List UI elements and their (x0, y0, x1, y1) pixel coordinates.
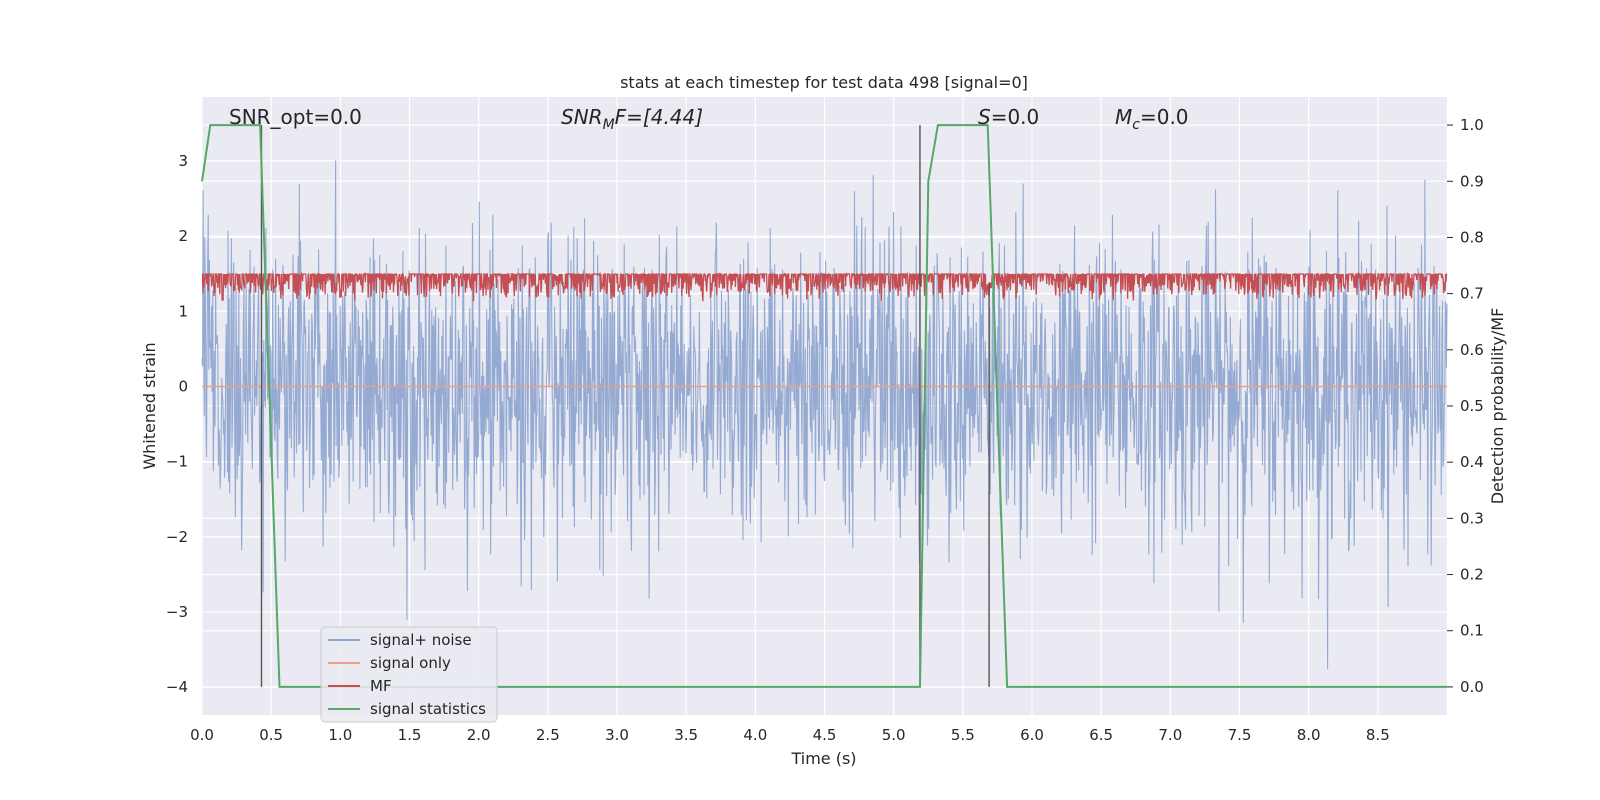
x-tick-label: 4.0 (743, 726, 767, 744)
vertical-markers (260, 125, 990, 687)
y2-tick-label: 0.5 (1460, 397, 1484, 415)
annotation-snr-mf: SNRMF=[4.44] (561, 105, 703, 133)
signal-statistics-line (201, 124, 1447, 688)
y2-axis-label: Detection probability/MF (1488, 308, 1507, 505)
y2-tick-label: 0.3 (1460, 509, 1484, 527)
y-tick-label: −2 (166, 528, 188, 546)
y2-tick-label: 0.9 (1460, 172, 1484, 190)
annotation-mc-tail: =0.0 (1140, 105, 1189, 129)
series-signal-statistics (201, 124, 1447, 688)
legend-label-signal-noise: signal+ noise (370, 631, 472, 649)
y2-tick-label: 0.6 (1460, 341, 1484, 359)
x-tick-label: 5.0 (882, 726, 906, 744)
x-tick-label: 6.0 (1020, 726, 1044, 744)
x-axis-label: Time (s) (790, 749, 856, 768)
x-tick-label: 7.5 (1228, 726, 1252, 744)
legend: signal+ noise signal only MF signal stat… (320, 626, 498, 723)
x-tick-label: 8.5 (1366, 726, 1390, 744)
legend-box (320, 626, 498, 723)
x-tick-labels: 0.0 0.5 1.0 1.5 2.0 2.5 3.0 3.5 4.0 4.5 5.0 5.5 6.0 6… (190, 726, 1390, 744)
y-tick-label: −3 (166, 603, 188, 621)
annotation-s: S=0.0 (978, 105, 1039, 129)
x-tick-label: 2.0 (467, 726, 491, 744)
x-tick-label: 5.5 (951, 726, 975, 744)
y-tick-label: 0 (178, 377, 188, 395)
x-tick-label: 0.5 (259, 726, 283, 744)
y-tick-label: 3 (178, 152, 188, 170)
y2-tick-labels: 1.0 0.9 0.8 0.7 0.6 0.5 0.4 0.3 0.2 0.1 0.0 (1447, 116, 1484, 696)
x-tick-label: 1.0 (328, 726, 352, 744)
y-tick-label: −4 (166, 678, 188, 696)
x-tick-label: 8.0 (1297, 726, 1321, 744)
y-axis-label: Whitened strain (140, 342, 159, 469)
annotation-snr-mf-italic: SNR (561, 105, 603, 129)
mf-line (201, 271, 1448, 302)
x-tick-label: 0.0 (190, 726, 214, 744)
y-tick-label: 2 (178, 227, 188, 245)
annotation-s-italic: S (978, 105, 991, 129)
annotation-mc-italic: M (1115, 105, 1132, 129)
y2-tick-label: 0.7 (1460, 285, 1484, 303)
x-tick-label: 6.5 (1089, 726, 1113, 744)
legend-label-mf: MF (370, 677, 392, 695)
annotation-snr-mf-sub: M (603, 117, 615, 133)
x-tick-label: 3.0 (605, 726, 629, 744)
annotation-s-tail: =0.0 (991, 105, 1040, 129)
x-tick-label: 4.5 (813, 726, 837, 744)
y2-tick-label: 0.1 (1460, 622, 1484, 640)
y2-tick-label: 0.4 (1460, 453, 1484, 471)
y2-tick-label: 0.0 (1460, 678, 1484, 696)
x-tick-label: 7.0 (1158, 726, 1182, 744)
signal-noise-line (201, 160, 1448, 670)
y-tick-labels: 3 2 1 0 −1 −2 −3 −4 (166, 152, 188, 696)
annotation-snr-mf-tail: F=[4.44] (615, 105, 703, 129)
chart-title: stats at each timestep for test data 498… (620, 73, 1028, 92)
y-tick-label: 1 (178, 302, 188, 320)
y2-tick-label: 0.2 (1460, 566, 1484, 584)
annotation-snr-opt: SNR_opt=0.0 (229, 105, 362, 129)
y-tick-label: −1 (166, 453, 188, 471)
series-signal-noise (201, 160, 1448, 670)
legend-label-signal-only: signal only (370, 654, 451, 672)
series-mf (201, 271, 1448, 302)
annotation-mc: Mc=0.0 (1115, 105, 1189, 133)
y2-tick-label: 0.8 (1460, 228, 1484, 246)
x-tick-label: 1.5 (398, 726, 422, 744)
y2-tick-label: 1.0 (1460, 116, 1484, 134)
x-tick-label: 3.5 (674, 726, 698, 744)
x-tick-label: 2.5 (536, 726, 560, 744)
annotation-mc-sub: c (1132, 117, 1140, 133)
legend-label-signal-statistics: signal statistics (370, 700, 486, 718)
